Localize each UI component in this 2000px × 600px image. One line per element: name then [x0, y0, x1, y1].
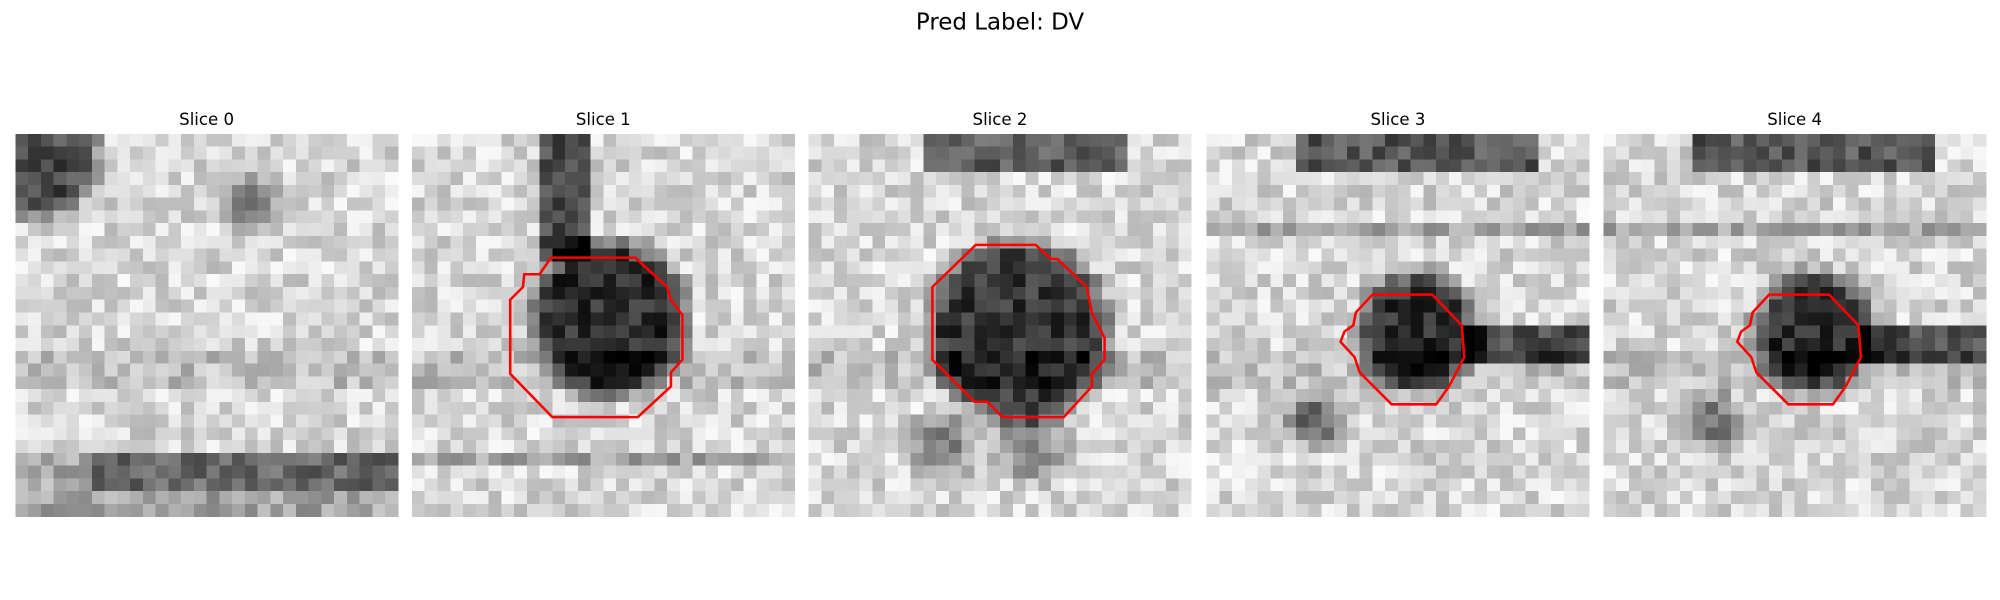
panel: Slice 0	[15, 110, 399, 517]
contour	[1735, 293, 1863, 406]
panel-title: Slice 1	[576, 110, 631, 129]
panel: Slice 3	[1206, 110, 1590, 517]
contour	[1339, 293, 1466, 406]
panel: Slice 1	[411, 110, 796, 517]
slice-image	[808, 133, 1192, 517]
contour	[508, 256, 684, 419]
panel-title: Slice 4	[1767, 110, 1822, 129]
panel: Slice 4	[1603, 110, 1987, 517]
panel-title: Slice 2	[973, 110, 1028, 129]
contour	[931, 243, 1106, 419]
panel-title: Slice 3	[1371, 110, 1426, 129]
slice-image	[1603, 133, 1987, 517]
panel: Slice 2	[808, 110, 1192, 517]
figure-title: Pred Label: DV	[916, 9, 1084, 35]
slice-image	[15, 133, 399, 517]
slice-image	[411, 133, 796, 517]
slice-image	[1206, 133, 1590, 517]
panel-title: Slice 0	[179, 110, 234, 129]
